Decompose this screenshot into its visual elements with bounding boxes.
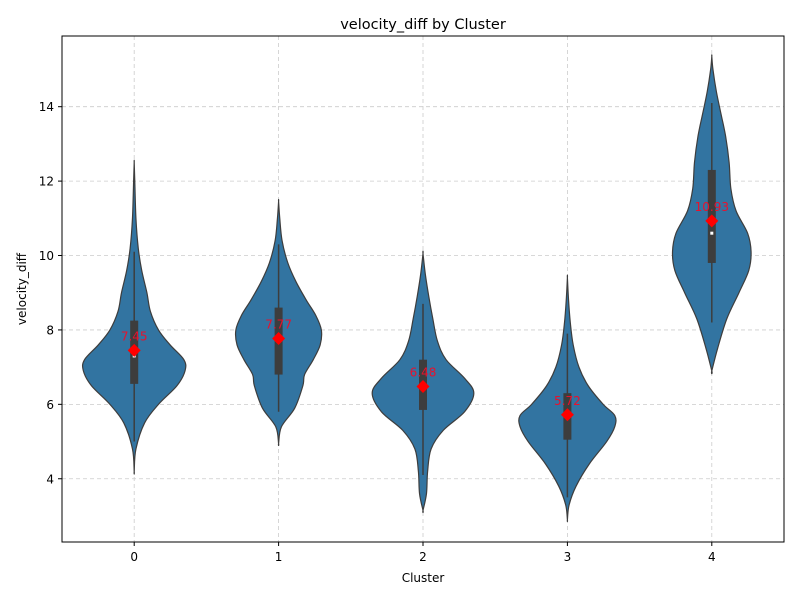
mean-label-cluster-4: 10.93 <box>695 200 729 214</box>
median-marker-cluster-4 <box>710 231 714 235</box>
x-tick-label: 2 <box>419 550 427 564</box>
mean-marker-cluster-4 <box>705 214 719 228</box>
mean-marker-cluster-2 <box>416 379 430 393</box>
mean-marker-cluster-0 <box>127 343 141 357</box>
mean-markers: 7.45 7.77 6.48 5.72 10.93 <box>121 200 729 422</box>
y-tick-label: 14 <box>39 100 54 114</box>
y-tick-label: 12 <box>39 175 54 189</box>
x-tick-label: 1 <box>275 550 283 564</box>
mean-label-cluster-1: 7.77 <box>265 317 292 331</box>
x-tick-label: 0 <box>130 550 138 564</box>
mean-marker-cluster-3 <box>560 408 574 422</box>
y-tick-label: 10 <box>39 249 54 263</box>
mean-label-cluster-3: 5.72 <box>554 394 581 408</box>
chart-title: velocity_diff by Cluster <box>340 17 506 33</box>
y-tick-label: 4 <box>46 472 54 486</box>
x-tick-label: 3 <box>564 550 572 564</box>
mean-label-cluster-0: 7.45 <box>121 329 148 343</box>
mean-label-cluster-2: 6.48 <box>410 365 437 379</box>
mean-marker-cluster-1 <box>272 331 286 345</box>
y-axis-label: velocity_diff <box>15 252 29 325</box>
x-axis-label: Cluster <box>402 571 445 585</box>
y-tick-label: 6 <box>46 398 54 412</box>
x-tick-label: 4 <box>708 550 716 564</box>
y-tick-label: 8 <box>46 323 54 337</box>
